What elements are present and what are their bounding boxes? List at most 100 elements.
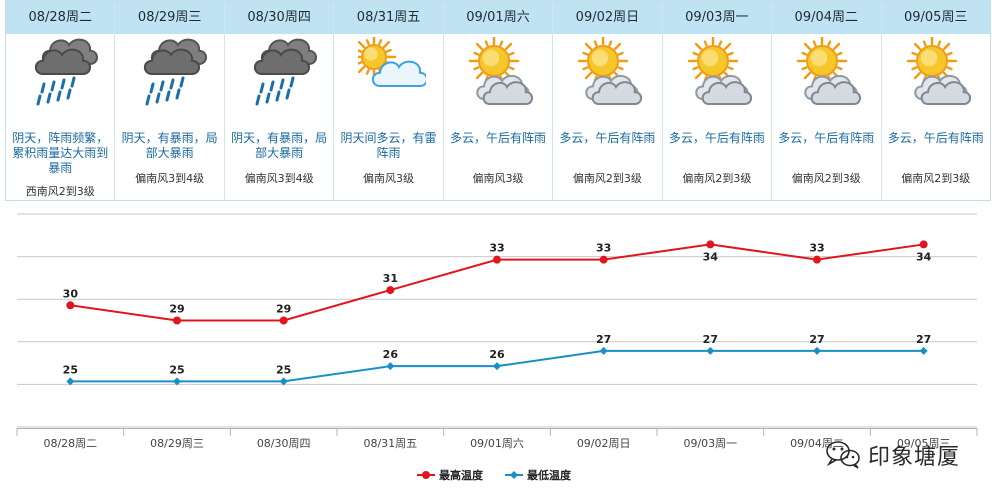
temperature-chart-svg: 08/28周二 08/29周三 08/30周四 08/31周五 09/01周六 09/02… xyxy=(16,213,978,482)
data-label: 29 xyxy=(276,303,291,316)
forecast-day: 08/30周四阴天，有暴雨，局部大暴雨偏南风3到4级 xyxy=(224,1,335,200)
forecast-description: 多云，午后有阵雨 xyxy=(559,131,656,145)
heavy-rain-cloud-icon xyxy=(139,37,208,107)
partly-cloudy-icon xyxy=(577,35,645,107)
sun-shape xyxy=(352,34,397,80)
forecast-wind: 偏南风3级 xyxy=(363,172,415,185)
data-label: 33 xyxy=(809,242,824,255)
data-label: 25 xyxy=(276,363,291,376)
sun-behind-cloud-icon xyxy=(352,34,429,107)
forecast-description: 多云，午后有阵雨 xyxy=(449,131,546,145)
data-point xyxy=(66,377,75,386)
data-point xyxy=(599,255,608,264)
heavy-rain-cloud-icon xyxy=(30,37,99,107)
data-point xyxy=(386,362,395,371)
forecast-description: 阴天，有暴雨，局部大暴雨 xyxy=(121,131,218,160)
forecast-strip: 08/28周二 阴天，阵雨频繁，累积雨量达大雨到暴雨 西南风2到3级 08/29周三阴… xyxy=(5,0,991,201)
data-point xyxy=(706,346,715,355)
data-point xyxy=(279,377,288,386)
wechat-logo-icon xyxy=(826,441,860,469)
legend-label: 最低温度 xyxy=(527,468,572,482)
data-point xyxy=(919,240,928,249)
temperature-chart: 08/28周二 08/29周三 08/30周四 08/31周五 09/01周六 09/02… xyxy=(0,202,995,498)
data-label: 27 xyxy=(809,333,824,346)
x-tick-label: 09/05周三 xyxy=(897,437,951,450)
forecast-date: 08/30周四 xyxy=(224,1,334,34)
forecast-day: 09/03周一多云，午后有阵雨 偏南风2到3级 xyxy=(662,1,773,200)
data-point xyxy=(66,301,75,310)
forecast-day: 09/02周日 多云，午后有阵雨 偏南风2到3级 xyxy=(553,1,663,200)
forecast-wind: 偏南风2到3级 xyxy=(901,172,971,185)
forecast-wind: 偏南风2到3级 xyxy=(682,172,752,185)
heavy-rain-cloud-icon xyxy=(249,37,317,107)
forecast-description: 多云，午后有阵雨 xyxy=(668,131,765,145)
data-point xyxy=(706,240,715,249)
legend-label: 最高温度 xyxy=(439,468,484,482)
data-label: 27 xyxy=(916,333,931,346)
legend-marker xyxy=(422,471,430,479)
data-label: 33 xyxy=(489,242,504,255)
x-tick-label: 09/03周一 xyxy=(683,437,737,450)
watermark-text: 印象塘厦 xyxy=(868,445,961,470)
data-point xyxy=(493,255,501,264)
forecast-date: 09/03周一 xyxy=(662,1,772,34)
x-tick-label: 09/04周二 xyxy=(790,437,844,450)
data-label: 27 xyxy=(596,333,611,346)
x-tick-label: 08/28周二 xyxy=(43,437,97,450)
forecast-wind: 西南风2到3级 xyxy=(25,185,95,198)
x-tick-label: 09/02周日 xyxy=(577,437,631,450)
watermark: 印象塘厦 xyxy=(823,437,983,473)
sun-shape xyxy=(687,35,738,87)
data-point xyxy=(493,362,501,371)
forecast-date: 08/28周二 xyxy=(6,1,115,34)
forecast-description: 多云，午后有阵雨 xyxy=(778,131,875,145)
data-label: 26 xyxy=(489,348,505,361)
data-label: 26 xyxy=(383,348,399,361)
data-label: 34 xyxy=(703,250,719,263)
forecast-date: 09/05周三 xyxy=(881,1,990,34)
data-point xyxy=(813,255,821,264)
x-tick-label: 08/31周五 xyxy=(363,437,417,450)
forecast-date: 09/01周六 xyxy=(443,1,553,34)
sun-shape xyxy=(906,35,957,87)
forecast-date: 08/29周三 xyxy=(115,1,224,34)
forecast-day: 08/28周二阴天，阵雨频繁，累积雨量达大雨到暴雨西南风2到3级 xyxy=(6,1,116,200)
forecast-date: 09/04周二 xyxy=(772,1,881,34)
data-label: 33 xyxy=(596,242,611,255)
data-point xyxy=(599,346,608,355)
x-tick-label: 09/01周六 xyxy=(470,437,524,450)
forecast-date: 08/31周五 xyxy=(334,1,443,34)
forecast-wind: 偏南风3到4级 xyxy=(244,172,314,185)
data-label: 25 xyxy=(169,363,184,376)
data-point xyxy=(173,377,181,386)
data-label: 29 xyxy=(169,303,184,316)
forecast-description: 阴天间多云，有雷阵雨 xyxy=(340,131,437,160)
forecast-description: 阴天，阵雨频繁，累积雨量达大雨到暴雨 xyxy=(12,131,109,175)
partly-cloudy-icon xyxy=(468,35,536,107)
data-point xyxy=(919,346,928,355)
forecast-wind: 偏南风3级 xyxy=(472,172,524,185)
data-label: 27 xyxy=(703,333,718,346)
forecast-wind: 偏南风3到4级 xyxy=(135,172,205,185)
forecast-day: 09/05周三多云，午后有阵雨 偏南风2到3级 xyxy=(881,1,990,200)
data-label: 30 xyxy=(63,287,79,300)
partly-cloudy-icon xyxy=(906,35,974,107)
data-label: 34 xyxy=(916,250,932,263)
forecast-day: 09/04周二多云，午后有阵雨 偏南风2到3级 xyxy=(772,1,882,200)
x-tick-label: 08/29周三 xyxy=(150,437,204,450)
forecast-wind: 偏南风2到3级 xyxy=(572,172,642,185)
forecast-day: 08/31周五阴天间多云，有雷阵雨偏南风3级 xyxy=(334,1,444,200)
forecast-description: 多云，午后有阵雨 xyxy=(887,131,984,145)
forecast-description: 阴天，有暴雨，局部大暴雨 xyxy=(231,131,328,160)
forecast-wind: 偏南风2到3级 xyxy=(791,172,861,185)
data-label: 31 xyxy=(383,272,398,285)
data-label: 25 xyxy=(63,363,78,376)
forecast-day: 09/01周六多云，午后有阵雨 偏南风3级 xyxy=(443,1,554,200)
sun-shape xyxy=(468,35,519,87)
data-point xyxy=(813,346,821,355)
data-point xyxy=(279,316,288,325)
data-point xyxy=(173,316,181,325)
x-tick-label: 08/30周四 xyxy=(257,437,311,450)
legend-marker xyxy=(510,471,518,479)
partly-cloudy-icon xyxy=(796,35,864,107)
